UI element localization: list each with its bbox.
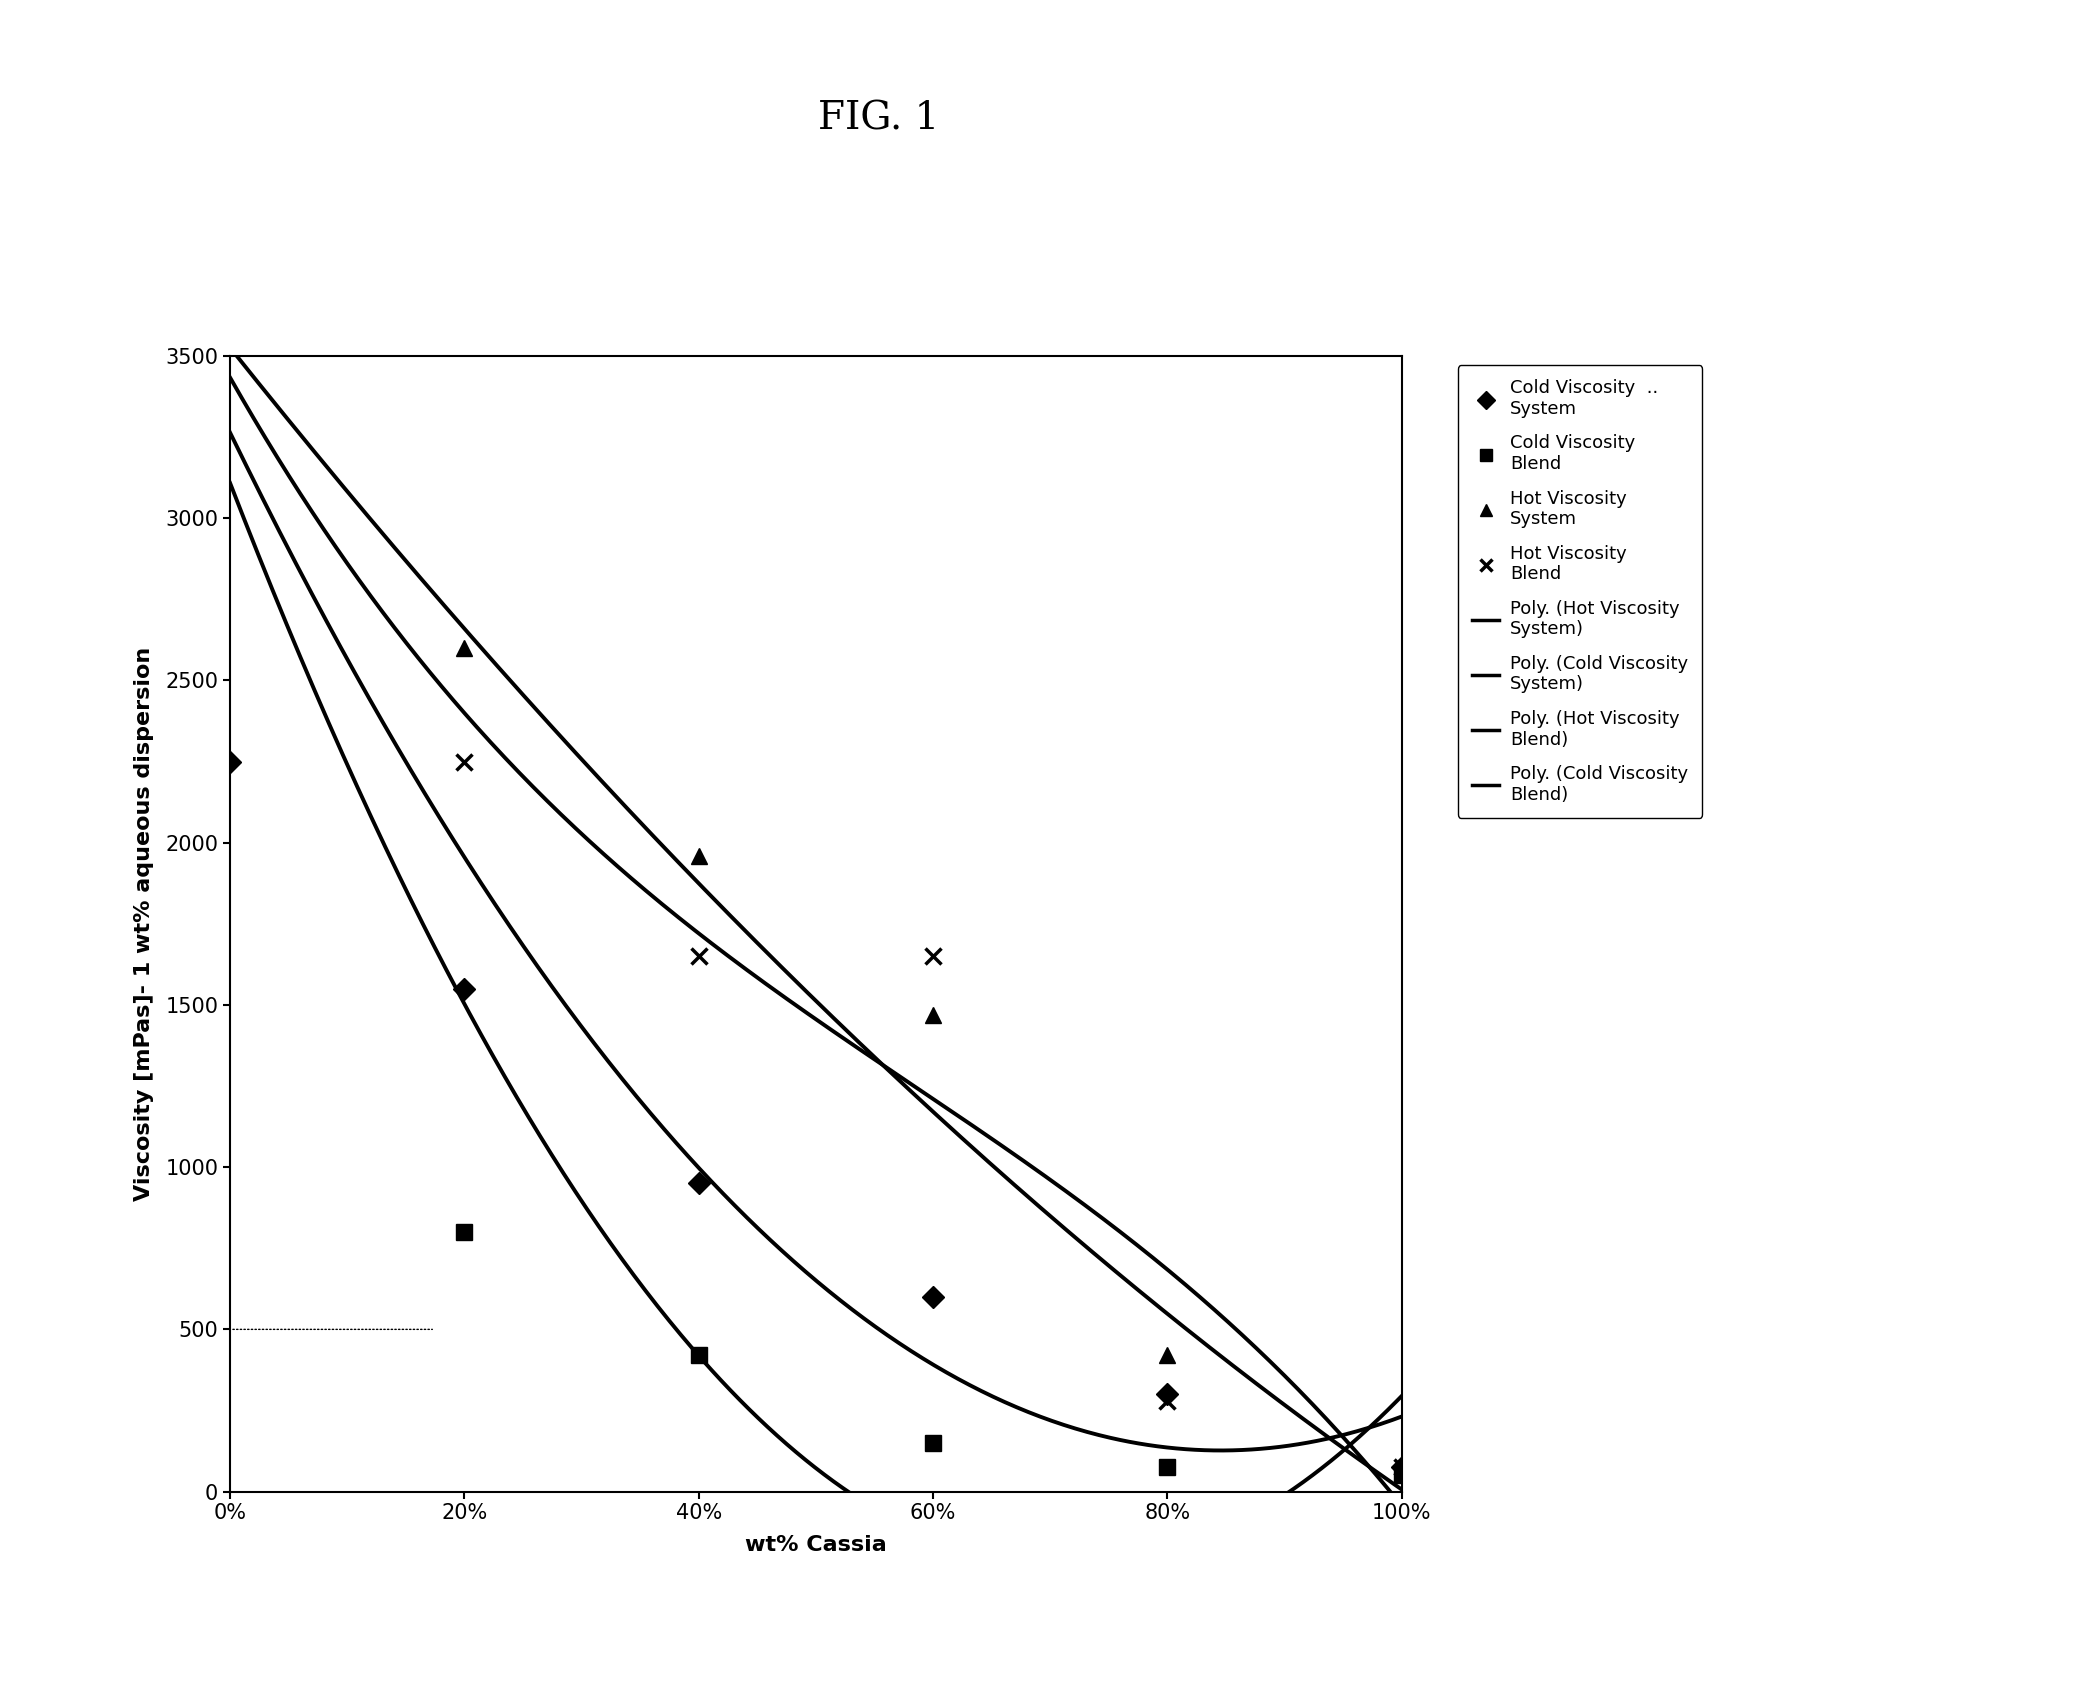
X-axis label: wt% Cassia: wt% Cassia bbox=[745, 1534, 887, 1554]
Text: FIG. 1: FIG. 1 bbox=[818, 100, 939, 137]
Y-axis label: Viscosity [mPas]- 1 wt% aqueous dispersion: Viscosity [mPas]- 1 wt% aqueous dispersi… bbox=[134, 647, 155, 1200]
Legend: Cold Viscosity  ..
System, Cold Viscosity
Blend, Hot Viscosity
System, Hot Visco: Cold Viscosity .. System, Cold Viscosity… bbox=[1458, 364, 1703, 819]
